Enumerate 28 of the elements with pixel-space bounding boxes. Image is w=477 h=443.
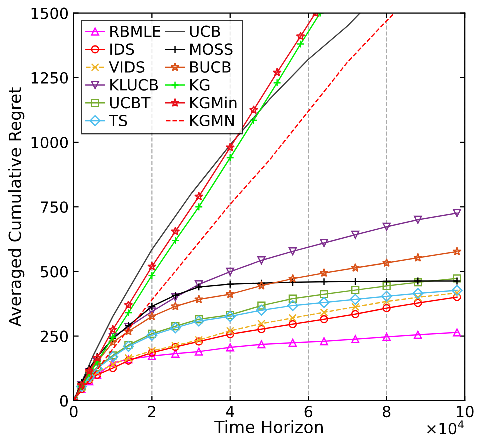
x-tick-label: 8 — [383, 406, 391, 418]
legend-label: KG — [190, 79, 210, 91]
legend-label: UCBT — [110, 97, 151, 109]
x-tick-label: 4 — [226, 406, 234, 418]
y-tick-label: 0 — [60, 395, 68, 407]
text: ×10$^{4}$ — [427, 420, 464, 435]
y-tick-label: 500 — [41, 266, 68, 278]
legend-label: VIDS — [109, 61, 145, 74]
y-tick-label: 1500 — [32, 8, 68, 20]
legend-label: IDS — [110, 44, 134, 56]
y-tick-label: 750 — [41, 202, 68, 214]
legend-label: UCB — [190, 26, 220, 38]
x-tick-label: 0 — [70, 406, 78, 418]
y-tick-label: 1250 — [32, 72, 68, 84]
x-tick-label: 10 — [457, 406, 474, 418]
y-tick-label: 1000 — [32, 136, 68, 149]
legend-label: KGMin — [190, 96, 237, 109]
legend-label: KGMN — [190, 114, 234, 127]
legend-label: TS — [109, 114, 128, 127]
legend-label: MOSS — [190, 44, 233, 56]
y-axis-title: Averaged Cumulative Regret — [8, 88, 25, 327]
legend-label: KLUCB — [110, 79, 158, 91]
x-tick-label: 2 — [148, 406, 156, 418]
legend-label: RBMLE — [110, 26, 161, 38]
legend-label: BUCB — [190, 61, 231, 74]
x-tick-label: 6 — [304, 406, 313, 418]
y-tick-label: 250 — [41, 330, 68, 342]
x-axis-title: Time Horizon — [214, 420, 323, 434]
